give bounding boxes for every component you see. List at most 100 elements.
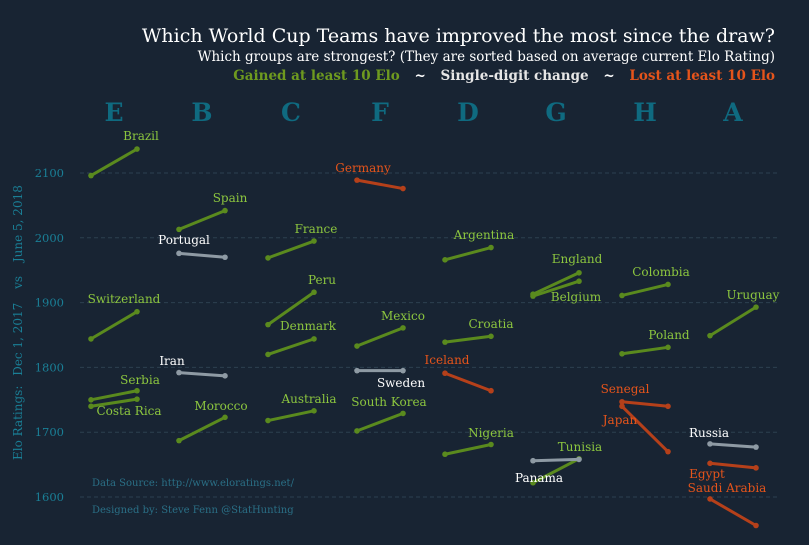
point-jun-2018-senegal	[665, 403, 671, 410]
slope-line-uruguay	[708, 305, 758, 338]
team-label-argentina: Argentina	[453, 228, 514, 242]
point-dec-2017-iceland	[442, 370, 448, 377]
point-jun-2018-switzerland	[134, 308, 140, 315]
y-tick-label: 1800	[35, 360, 64, 374]
chart-title: Which World Cup Teams have improved the …	[142, 25, 775, 47]
data-source-credit: Data Source: http://www.eloratings.net/	[92, 478, 295, 489]
team-label-france: France	[295, 222, 338, 236]
legend-gain: Gained at least 10 Elo	[233, 68, 400, 84]
point-dec-2017-egypt	[707, 460, 713, 467]
point-jun-2018-england	[576, 269, 582, 276]
team-label-senegal: Senegal	[601, 382, 650, 396]
team-labels: Brazil Switzerland Serbia Costa Rica Spain Po…	[88, 129, 780, 495]
point-dec-2017-senegal	[619, 398, 625, 405]
group-label-h: H	[633, 98, 657, 127]
point-dec-2017-japan	[619, 403, 625, 410]
team-label-morocco: Morocco	[194, 399, 247, 413]
team-label-uruguay: Uruguay	[727, 288, 780, 302]
legend-loss: Lost at least 10 Elo	[629, 68, 775, 84]
point-jun-2018-russia	[753, 444, 759, 450]
point-jun-2018-poland	[665, 344, 671, 351]
slope-line-russia	[708, 442, 758, 449]
chart-subtitle: Which groups are strongest? (They are so…	[198, 49, 775, 65]
team-label-iran: Iran	[159, 354, 185, 368]
point-jun-2018-croatia	[488, 333, 494, 340]
slope-line-south-korea	[355, 411, 405, 433]
team-label-germany: Germany	[335, 161, 391, 175]
point-jun-2018-morocco	[222, 414, 228, 421]
team-label-brazil: Brazil	[123, 129, 159, 143]
point-dec-2017-australia	[265, 417, 271, 424]
point-dec-2017-argentina	[442, 257, 448, 263]
team-label-sweden: Sweden	[377, 376, 425, 390]
slope-line-costa-rica	[89, 397, 139, 408]
slope-line-spain	[177, 209, 227, 231]
team-label-tunisia: Tunisia	[558, 440, 602, 454]
point-jun-2018-egypt	[753, 465, 759, 471]
point-jun-2018-iceland	[488, 387, 494, 394]
team-label-switzerland: Switzerland	[88, 292, 161, 306]
group-label-e: E	[104, 98, 123, 127]
legend-separator: ~	[414, 68, 425, 84]
team-label-peru: Peru	[308, 273, 336, 287]
slope-line-nigeria	[443, 443, 493, 456]
y-axis-title: Elo Ratings: Dec 1, 2017 vs June 5, 2018	[11, 185, 25, 460]
team-label-spain: Spain	[213, 191, 248, 205]
team-label-egypt: Egypt	[689, 467, 725, 481]
y-tick-label: 2000	[35, 231, 64, 245]
team-label-iceland: Iceland	[425, 353, 470, 367]
point-dec-2017-morocco	[176, 437, 182, 444]
point-jun-2018-south-korea	[400, 410, 406, 417]
point-jun-2018-sweden	[400, 367, 406, 374]
team-lines	[88, 146, 759, 529]
point-jun-2018-colombia	[665, 281, 671, 288]
point-dec-2017-russia	[707, 441, 713, 447]
point-dec-2017-spain	[176, 226, 182, 233]
team-label-russia: Russia	[689, 426, 729, 440]
slope-line-iran	[177, 371, 227, 378]
point-jun-2018-iran	[222, 373, 228, 379]
point-jun-2018-france	[311, 238, 317, 244]
point-jun-2018-denmark	[311, 336, 317, 342]
point-dec-2017-sweden	[354, 367, 360, 374]
group-label-d: D	[457, 98, 479, 127]
point-jun-2018-serbia	[134, 387, 140, 394]
slope-line-mexico	[355, 326, 405, 348]
slope-line-saudi-arabia	[708, 497, 758, 528]
point-jun-2018-costa-rica	[134, 396, 140, 402]
point-dec-2017-switzerland	[88, 336, 94, 342]
slope-line-england	[531, 271, 581, 296]
point-dec-2017-tunisia	[530, 479, 536, 486]
point-jun-2018-germany	[400, 185, 406, 192]
point-dec-2017-mexico	[354, 343, 360, 349]
slope-line-denmark	[266, 337, 316, 356]
slope-line-germany	[355, 178, 405, 191]
point-dec-2017-south-korea	[354, 428, 360, 434]
team-label-croatia: Croatia	[468, 317, 513, 331]
slope-line-morocco	[177, 415, 227, 443]
point-dec-2017-brazil	[88, 172, 94, 179]
team-label-poland: Poland	[648, 328, 690, 342]
y-tick-label: 1700	[35, 425, 64, 439]
team-label-colombia: Colombia	[632, 265, 690, 279]
team-label-australia: Australia	[280, 392, 336, 406]
point-dec-2017-portugal	[176, 250, 182, 257]
slope-line-japan	[620, 404, 670, 454]
point-jun-2018-mexico	[400, 325, 406, 331]
chart-legend: Gained at least 10 Elo ~ Single-digit ch…	[233, 68, 775, 84]
team-label-mexico: Mexico	[381, 309, 425, 323]
legend-separator: ~	[603, 68, 614, 84]
point-dec-2017-germany	[354, 177, 360, 183]
group-label-a: A	[722, 98, 743, 127]
y-axis-title-date-start: Dec 1, 2017	[11, 303, 25, 376]
group-label-g: G	[545, 98, 566, 127]
team-label-saudi-arabia: Saudi Arabia	[688, 481, 767, 495]
slope-line-panama	[531, 457, 581, 463]
point-jun-2018-uruguay	[753, 304, 759, 310]
y-tick-label: 1900	[35, 296, 64, 310]
slope-line-poland	[620, 345, 670, 356]
point-dec-2017-costa-rica	[88, 403, 94, 410]
team-label-japan: Japan	[601, 413, 638, 427]
slope-line-egypt	[708, 461, 758, 470]
